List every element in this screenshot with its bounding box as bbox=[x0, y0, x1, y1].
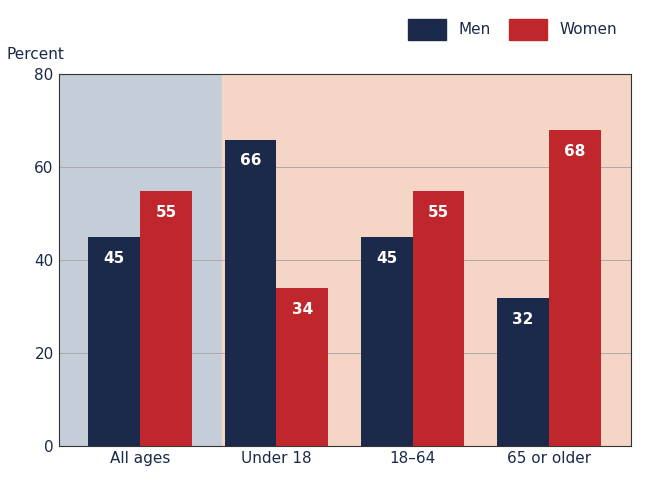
Text: Percent: Percent bbox=[6, 47, 64, 62]
Bar bbox=[276, 288, 328, 446]
Text: 66: 66 bbox=[240, 153, 261, 169]
Text: 45: 45 bbox=[104, 251, 125, 266]
Text: 55: 55 bbox=[428, 205, 449, 220]
Bar bbox=[361, 237, 413, 446]
Bar bbox=[549, 130, 601, 446]
Text: 68: 68 bbox=[564, 144, 586, 159]
Bar bbox=[140, 190, 192, 446]
Bar bbox=[88, 237, 140, 446]
Bar bbox=[413, 190, 464, 446]
Bar bbox=[222, 74, 630, 446]
Text: 55: 55 bbox=[155, 205, 177, 220]
Text: 32: 32 bbox=[512, 311, 534, 326]
Bar bbox=[225, 139, 276, 446]
Text: 45: 45 bbox=[376, 251, 397, 266]
Text: 34: 34 bbox=[292, 302, 313, 317]
Legend: Men, Women: Men, Women bbox=[402, 12, 623, 47]
Bar bbox=[497, 298, 549, 446]
Bar bbox=[58, 74, 222, 446]
